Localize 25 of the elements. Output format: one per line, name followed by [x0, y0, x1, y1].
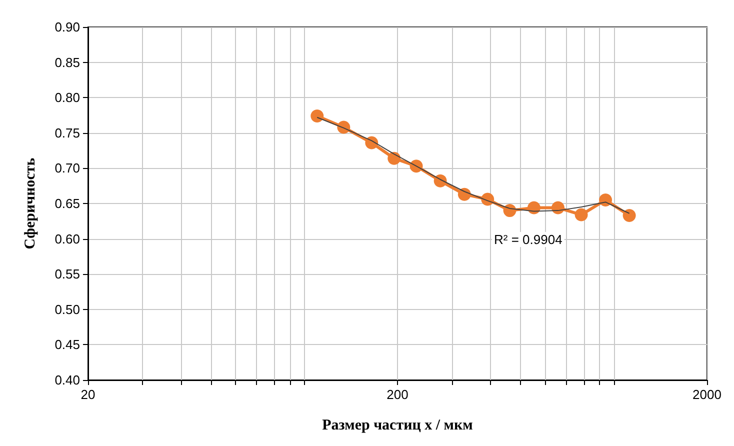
y-tick-label: 0.90 — [54, 20, 80, 34]
x-tick-label: 200 — [386, 387, 408, 402]
y-tick-label: 0.50 — [54, 302, 80, 317]
x-tick-label: 2000 — [692, 387, 722, 402]
point — [503, 204, 516, 218]
x-axis-title: Размер частиц x / мкм — [322, 418, 473, 434]
y-tick-label: 0.65 — [54, 196, 80, 211]
y-tick-label: 0.55 — [54, 266, 80, 282]
annotation: R² = 0.9904 — [494, 232, 562, 247]
y-tick-label: 0.85 — [54, 54, 80, 70]
y-tick-label: 0.40 — [54, 372, 80, 388]
y-axis-title: Сферичность — [22, 158, 38, 250]
point — [622, 209, 636, 222]
y-tick-label: 0.80 — [54, 90, 80, 106]
point — [388, 152, 401, 165]
point — [527, 201, 540, 214]
point — [574, 208, 588, 222]
y-tick-label: 0.75 — [54, 125, 80, 140]
y-tick-label: 0.70 — [54, 160, 80, 176]
point — [599, 193, 612, 206]
point — [551, 201, 564, 214]
x-tick-label: 20 — [80, 387, 96, 402]
y-tick-label: 0.45 — [54, 337, 80, 352]
point — [458, 188, 471, 201]
y-tick-label: 0.60 — [54, 231, 80, 246]
